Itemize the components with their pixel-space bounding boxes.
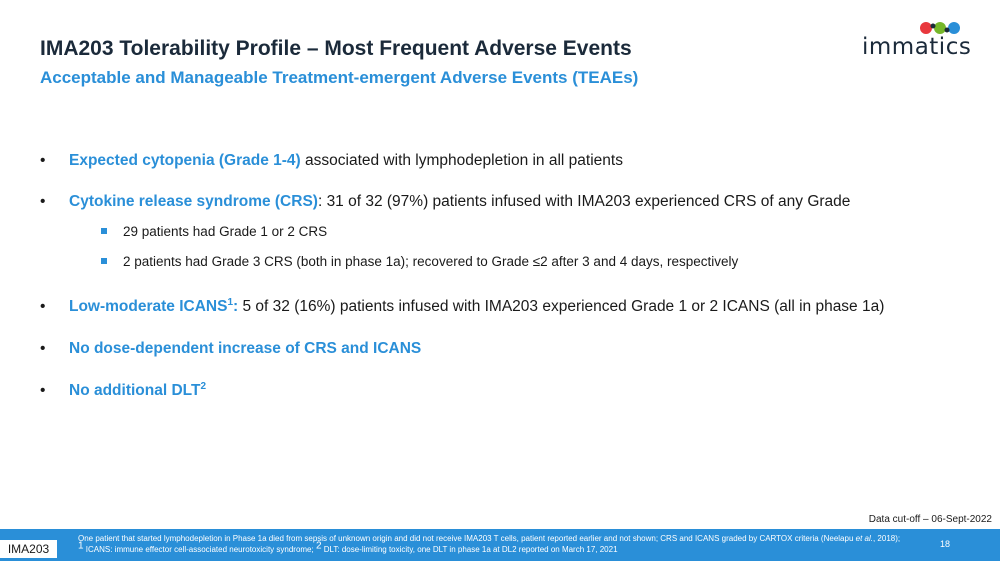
sub-bullet-text: 29 patients had Grade 1 or 2 CRS: [123, 224, 328, 239]
bullet-highlight: No dose-dependent increase of CRS and IC…: [69, 340, 422, 357]
bullet-highlight: Expected cytopenia (Grade 1-4): [69, 152, 301, 169]
bullet-highlight: No additional DLT: [69, 382, 201, 399]
bullet-text: : 31 of 32 (97%) patients infused with I…: [317, 193, 851, 210]
logo-wordmark: immatics: [862, 34, 972, 60]
footnote-ref: 2: [200, 380, 207, 392]
bullet-dot: •: [40, 193, 46, 210]
bullet-highlight-suffix: :: [233, 298, 239, 315]
footnote-line-1: One patient that started lymphodepletion…: [78, 534, 901, 543]
footnote-ref: 1: [227, 296, 234, 308]
square-bullet-icon: [101, 228, 107, 234]
data-cutoff-note: Data cut-off – 06-Sept-2022: [868, 514, 992, 525]
square-bullet-icon: [101, 258, 107, 264]
bullet-dot: •: [40, 298, 46, 315]
bullet-cytopenia: • Expected cytopenia (Grade 1-4) associa…: [40, 150, 980, 172]
bullet-crs: • Cytokine release syndrome (CRS): 31 of…: [40, 191, 980, 213]
footnotes: One patient that started lymphodepletion…: [78, 533, 900, 555]
page-number: 18: [939, 539, 950, 549]
logo-icon: [920, 22, 960, 34]
bullet-dot: •: [40, 340, 46, 357]
bullet-highlight: Low-moderate ICANS: [69, 298, 228, 315]
immatics-logo: immatics: [862, 18, 972, 62]
footnote-line-2: 1 ICANS: immune effector cell-associated…: [78, 540, 618, 554]
bullet-list: • Expected cytopenia (Grade 1-4) associa…: [40, 150, 980, 402]
program-tag: IMA203: [0, 540, 57, 558]
sub-bullet-grade12: 29 patients had Grade 1 or 2 CRS: [101, 222, 980, 242]
bullet-dot: •: [40, 152, 46, 169]
slide-title: IMA203 Tolerability Profile – Most Frequ…: [40, 37, 632, 60]
slide-subtitle: Acceptable and Manageable Treatment-emer…: [40, 68, 639, 87]
footer-bar: IMA203 One patient that started lymphode…: [0, 529, 1000, 561]
bullet-highlight: Cytokine release syndrome (CRS): [69, 193, 318, 210]
bullet-text: associated with lymphodepletion in all p…: [300, 152, 623, 169]
bullet-no-dlt: • No additional DLT2: [40, 380, 980, 402]
bullet-no-dose-dependence: • No dose-dependent increase of CRS and …: [40, 338, 980, 360]
sub-bullet-grade3: 2 patients had Grade 3 CRS (both in phas…: [101, 252, 980, 272]
bullet-icans: • Low-moderate ICANS1: 5 of 32 (16%) pat…: [40, 296, 980, 318]
bullet-dot: •: [40, 382, 46, 399]
sub-bullet-text: 2 patients had Grade 3 CRS (both in phas…: [123, 254, 739, 269]
bullet-text: 5 of 32 (16%) patients infused with IMA2…: [238, 298, 885, 315]
